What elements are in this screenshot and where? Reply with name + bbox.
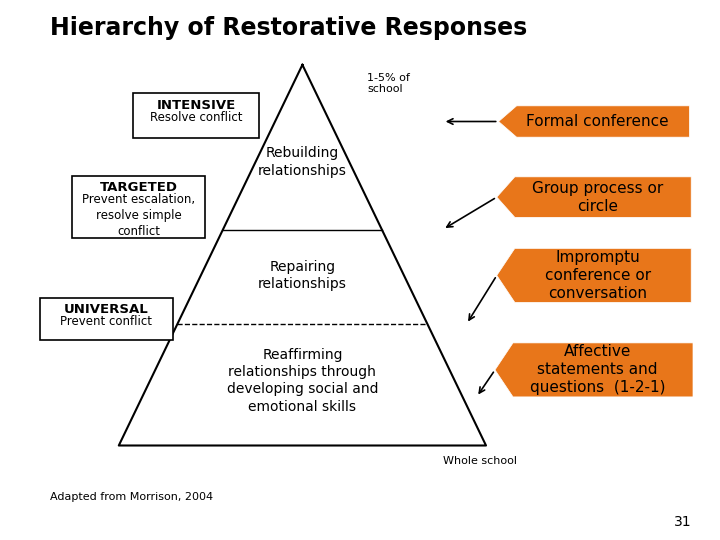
Polygon shape <box>497 248 691 302</box>
Text: Reaffirming
relationships through
developing social and
emotional skills: Reaffirming relationships through develo… <box>227 348 378 414</box>
Text: Whole school: Whole school <box>443 456 517 467</box>
Text: TARGETED: TARGETED <box>99 181 178 194</box>
Polygon shape <box>497 177 691 217</box>
Text: INTENSIVE: INTENSIVE <box>156 99 236 112</box>
FancyBboxPatch shape <box>133 93 259 138</box>
FancyBboxPatch shape <box>40 298 173 340</box>
Text: Prevent conflict: Prevent conflict <box>60 315 152 328</box>
Text: 1-5% of
school: 1-5% of school <box>367 73 410 94</box>
Text: Repairing
relationships: Repairing relationships <box>258 260 347 291</box>
Text: Hierarchy of Restorative Responses: Hierarchy of Restorative Responses <box>50 16 528 40</box>
FancyBboxPatch shape <box>72 176 205 238</box>
Text: Resolve conflict: Resolve conflict <box>150 111 243 124</box>
Text: Group process or
circle: Group process or circle <box>532 180 663 214</box>
Text: 31: 31 <box>674 515 691 529</box>
Text: Affective
statements and
questions  (1-2-1): Affective statements and questions (1-2-… <box>530 345 665 395</box>
Polygon shape <box>498 106 690 137</box>
Text: Formal conference: Formal conference <box>526 114 669 129</box>
Text: Adapted from Morrison, 2004: Adapted from Morrison, 2004 <box>50 492 214 502</box>
Text: UNIVERSAL: UNIVERSAL <box>64 303 148 316</box>
Polygon shape <box>495 343 693 397</box>
Text: Rebuilding
relationships: Rebuilding relationships <box>258 146 347 178</box>
Text: Impromptu
conference or
conversation: Impromptu conference or conversation <box>544 250 651 301</box>
Text: Prevent escalation,
resolve simple
conflict: Prevent escalation, resolve simple confl… <box>82 193 195 238</box>
